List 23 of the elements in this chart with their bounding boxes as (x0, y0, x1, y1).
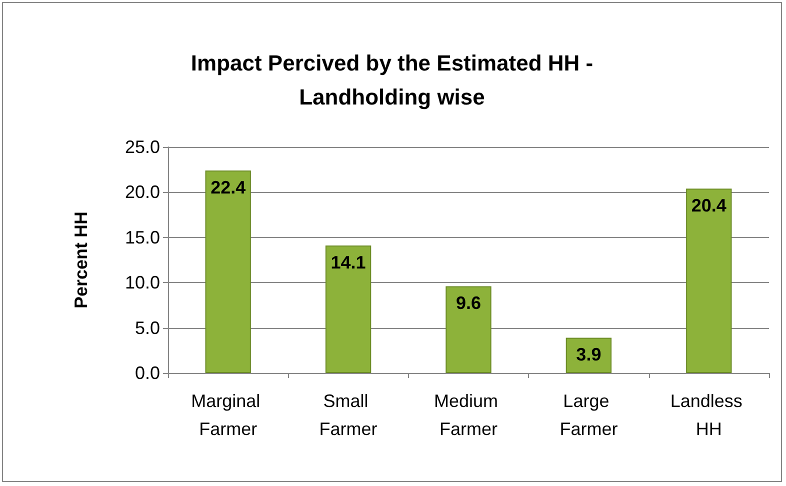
bar (325, 246, 372, 373)
x-tick-label: Marginal Farmer (191, 391, 266, 439)
x-tick-label: Medium Farmer (434, 391, 504, 439)
data-label: 14.1 (330, 252, 366, 273)
y-tick-label: 15.0 (124, 227, 160, 248)
bar (686, 188, 732, 373)
chart-title: Impact Percived by the Estimated HH - Landholding wise (190, 50, 594, 110)
bar (446, 286, 492, 373)
bar (566, 338, 612, 373)
x-tick-label: Small Farmer (319, 391, 378, 439)
y-tick-label: 10.0 (124, 272, 160, 293)
x-tick-label: Large Farmer (560, 391, 618, 439)
data-label: 20.4 (691, 196, 726, 216)
bar (205, 170, 251, 373)
x-tick-label: Landless HH (670, 391, 748, 439)
y-axis-title: Percent HH (71, 211, 91, 309)
y-tick-label: 25.0 (124, 137, 160, 157)
y-tick-label: 0.0 (134, 363, 160, 383)
y-tick-label: 20.0 (124, 182, 160, 202)
data-label: 9.6 (456, 293, 482, 314)
data-label: 3.9 (576, 344, 602, 365)
data-label: 22.4 (210, 178, 246, 198)
y-tick-label: 5.0 (134, 318, 160, 338)
